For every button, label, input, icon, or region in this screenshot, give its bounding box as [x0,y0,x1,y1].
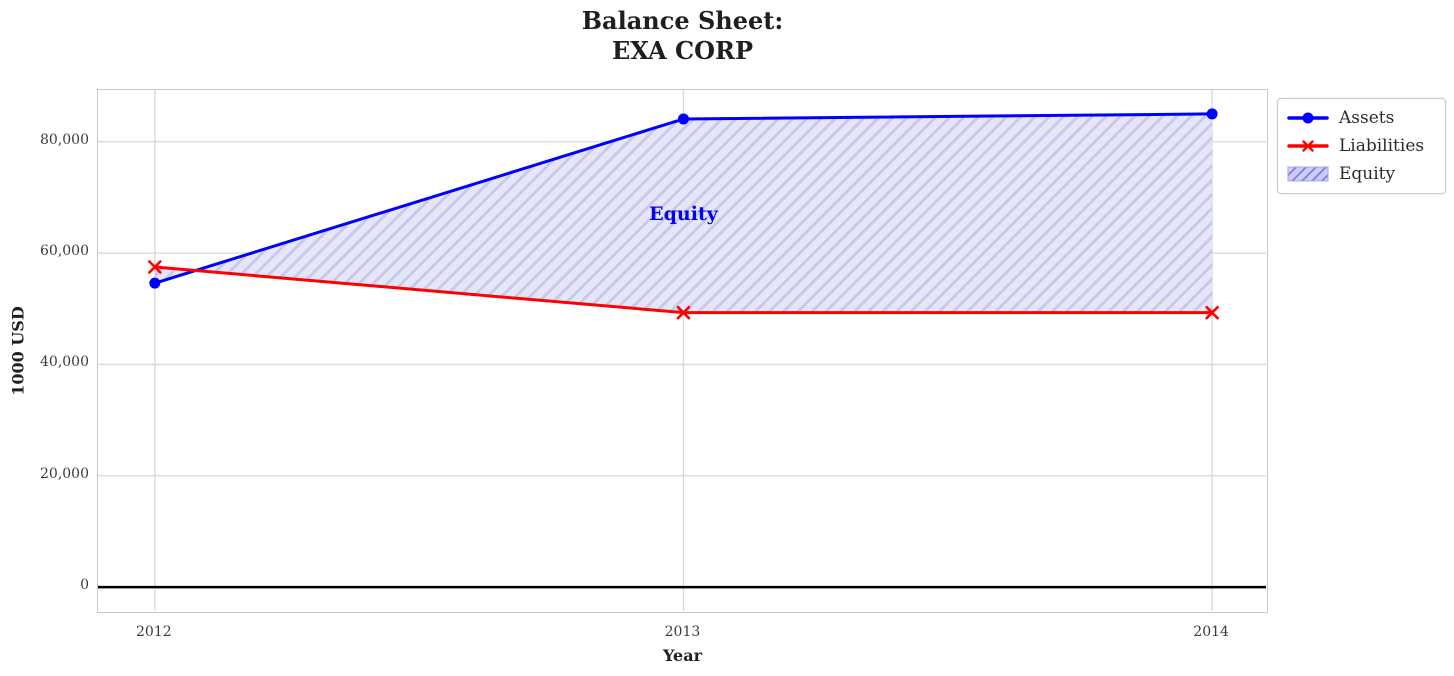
y-tick-label: 40,000 [40,354,89,371]
marker-circle-assets [1206,108,1218,120]
plot-area: Equity [97,89,1268,613]
legend-swatch-line-circle [1287,112,1329,124]
equity-fill-area [154,113,1213,313]
x-axis-title: Year [662,646,702,665]
x-tick-label: 2013 [664,624,701,640]
equity-fill-polygon [154,113,1213,313]
legend-item-equity: Equity [1287,163,1435,185]
legend-item-liabilities: Liabilities [1287,135,1435,157]
chart-title-line2: EXA CORP [611,36,754,65]
marker-circle-assets [149,277,161,289]
y-tick-label: 60,000 [40,243,89,260]
x-tick-label: 2014 [1193,624,1229,640]
data-series [148,108,1219,320]
marker-circle-assets [677,113,689,125]
chart-title: Balance Sheet: EXA CORP [97,6,1268,66]
legend-label: Assets [1339,108,1395,128]
marker-x-liabilities [676,305,691,320]
legend-label: Equity [1339,164,1396,184]
legend-item-assets: Assets [1287,107,1435,129]
plot-svg [98,90,1266,611]
legend: Assets Liabilities Equity [1277,98,1446,194]
legend-swatch-line-x [1287,140,1329,152]
chart-title-line1: Balance Sheet: [581,6,784,35]
legend-swatch-hatch-patch [1287,166,1329,182]
y-axis-title: 1000 USD [8,306,28,396]
y-tick-label: 0 [80,577,89,594]
marker-x-liabilities [148,260,162,274]
y-tick-label: 20,000 [40,465,89,482]
x-tick-label: 2012 [136,624,172,640]
equity-annotation: Equity [649,203,718,226]
y-tick-label: 80,000 [40,131,89,148]
marker-x-liabilities [1205,305,1219,320]
legend-label: Liabilities [1339,136,1425,156]
